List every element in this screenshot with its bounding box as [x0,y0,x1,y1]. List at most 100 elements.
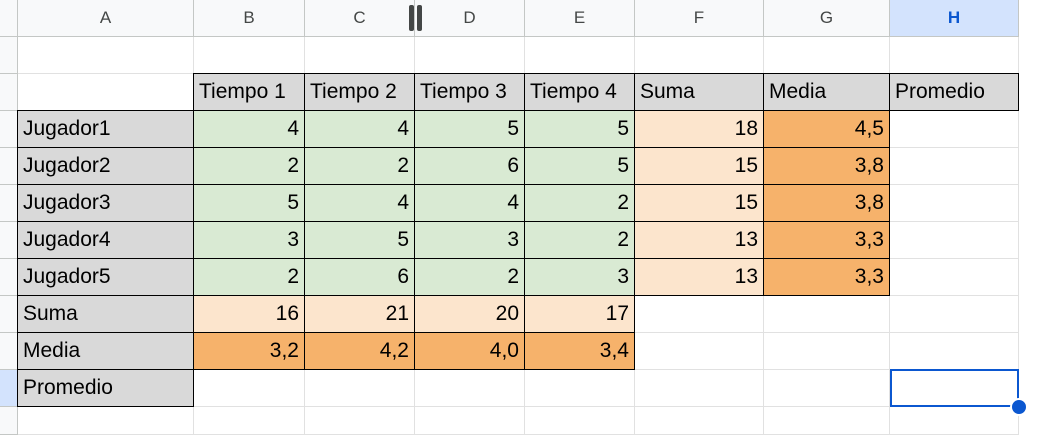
cell-f9[interactable] [635,333,764,370]
cell-d3[interactable]: 5 [414,110,525,148]
row-header-11[interactable] [0,407,18,435]
select-all-corner[interactable] [0,0,18,37]
cell-c8[interactable]: 21 [304,295,415,333]
cell-h9[interactable] [890,333,1019,370]
cell-c7[interactable]: 6 [304,258,415,296]
row-header-2[interactable] [0,74,18,111]
cell-b11[interactable] [194,407,305,435]
cell-a1[interactable] [18,37,194,74]
cell-f5[interactable]: 15 [634,184,764,222]
column-resize-handle[interactable] [409,5,414,31]
cell-b2[interactable]: Tiempo 1 [193,73,305,111]
column-header-h[interactable]: H [890,0,1019,37]
row-header-10[interactable] [0,370,18,407]
column-header-e[interactable]: E [525,0,635,37]
cell-c5[interactable]: 4 [304,184,415,222]
cell-g10[interactable] [764,370,890,407]
cell-d9[interactable]: 4,0 [414,332,525,370]
cell-a3[interactable]: Jugador1 [17,110,194,148]
cell-f3[interactable]: 18 [634,110,764,148]
cell-f7[interactable]: 13 [634,258,764,296]
row-header-6[interactable] [0,222,18,259]
cell-a7[interactable]: Jugador5 [17,258,194,296]
cell-h1[interactable] [890,37,1019,74]
cell-f6[interactable]: 13 [634,221,764,259]
row-header-5[interactable] [0,185,18,222]
column-header-f[interactable]: F [635,0,764,37]
column-header-c[interactable]: C [305,0,415,37]
cell-e3[interactable]: 5 [524,110,635,148]
cell-h3[interactable] [890,111,1019,148]
cell-a5[interactable]: Jugador3 [17,184,194,222]
cell-e5[interactable]: 2 [524,184,635,222]
cell-b9[interactable]: 3,2 [193,332,305,370]
column-header-b[interactable]: B [194,0,305,37]
cell-a4[interactable]: Jugador2 [17,147,194,185]
cell-e4[interactable]: 5 [524,147,635,185]
cell-g6[interactable]: 3,3 [763,221,890,259]
cell-c1[interactable] [305,37,415,74]
cell-f11[interactable] [635,407,764,435]
cell-a2[interactable] [18,74,194,111]
cell-g1[interactable] [764,37,890,74]
cell-d8[interactable]: 20 [414,295,525,333]
cell-g4[interactable]: 3,8 [763,147,890,185]
cell-f4[interactable]: 15 [634,147,764,185]
cell-b1[interactable] [194,37,305,74]
column-resize-handle[interactable] [417,5,422,31]
cell-a11[interactable] [18,407,194,435]
cell-c4[interactable]: 2 [304,147,415,185]
fill-handle[interactable] [1010,398,1028,416]
cell-e8[interactable]: 17 [524,295,635,333]
cell-c3[interactable]: 4 [304,110,415,148]
cell-a8[interactable]: Suma [17,295,194,333]
cell-c11[interactable] [305,407,415,435]
cell-h8[interactable] [890,296,1019,333]
cell-h7[interactable] [890,259,1019,296]
cell-d6[interactable]: 3 [414,221,525,259]
cell-e10[interactable] [525,370,635,407]
row-header-4[interactable] [0,148,18,185]
cell-a6[interactable]: Jugador4 [17,221,194,259]
cell-a10[interactable]: Promedio [17,369,194,407]
column-header-d[interactable]: D [415,0,525,37]
cell-b3[interactable]: 4 [193,110,305,148]
row-header-1[interactable] [0,37,18,74]
cell-d1[interactable] [415,37,525,74]
cell-e11[interactable] [525,407,635,435]
cell-d4[interactable]: 6 [414,147,525,185]
cell-f2[interactable]: Suma [634,73,764,111]
cell-b5[interactable]: 5 [193,184,305,222]
cell-h11[interactable] [890,407,1019,435]
cell-g2[interactable]: Media [763,73,890,111]
column-header-g[interactable]: G [764,0,890,37]
cell-h4[interactable] [890,148,1019,185]
cell-h6[interactable] [890,222,1019,259]
cell-h5[interactable] [890,185,1019,222]
cell-a9[interactable]: Media [17,332,194,370]
cell-g9[interactable] [764,333,890,370]
cell-b6[interactable]: 3 [193,221,305,259]
cell-g3[interactable]: 4,5 [763,110,890,148]
cell-d11[interactable] [415,407,525,435]
cell-f10[interactable] [635,370,764,407]
cell-d10[interactable] [415,370,525,407]
cell-e9[interactable]: 3,4 [524,332,635,370]
cell-d2[interactable]: Tiempo 3 [414,73,525,111]
cell-e6[interactable]: 2 [524,221,635,259]
cell-c9[interactable]: 4,2 [304,332,415,370]
cell-f8[interactable] [635,296,764,333]
cell-g7[interactable]: 3,3 [763,258,890,296]
row-header-3[interactable] [0,111,18,148]
row-header-8[interactable] [0,296,18,333]
cell-d7[interactable]: 2 [414,258,525,296]
cell-g8[interactable] [764,296,890,333]
row-header-7[interactable] [0,259,18,296]
cell-e7[interactable]: 3 [524,258,635,296]
cell-c2[interactable]: Tiempo 2 [304,73,415,111]
cell-h2[interactable]: Promedio [889,73,1019,111]
cell-b8[interactable]: 16 [193,295,305,333]
cell-c6[interactable]: 5 [304,221,415,259]
column-header-a[interactable]: A [18,0,194,37]
cell-f1[interactable] [635,37,764,74]
